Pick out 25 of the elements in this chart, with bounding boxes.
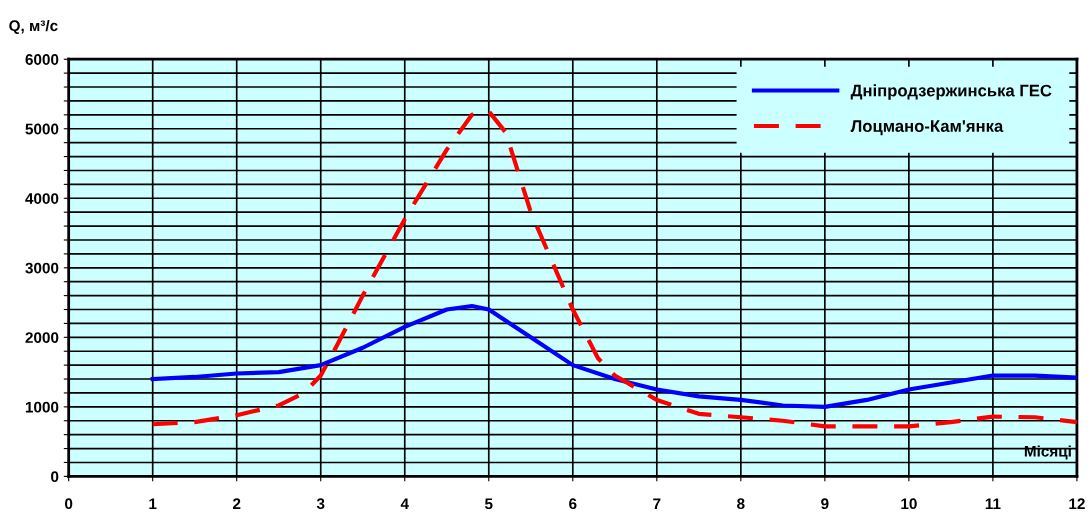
x-tick-label: 5: [485, 498, 493, 510]
x-tick-label: 7: [653, 498, 661, 509]
y-tick-label: 4000: [25, 193, 59, 204]
x-tick-label: 0: [65, 498, 73, 510]
y-tick-label: 2000: [25, 332, 59, 344]
y-tick-label: 0: [51, 471, 59, 483]
x-tick-label: 1: [149, 498, 157, 509]
y-axis-title: Q, м³/с: [9, 19, 58, 35]
legend-label: Лоцмано-Кам'янка: [850, 120, 1004, 136]
x-tick-label: 3: [316, 498, 325, 510]
x-tick-label: 6: [569, 498, 577, 510]
y-tick-label: 1000: [25, 401, 59, 413]
y-tick-label: 3000: [25, 262, 59, 274]
x-tick-label: 11: [985, 498, 1001, 509]
x-tick-label: 4: [400, 498, 409, 509]
x-tick-label: 8: [737, 498, 745, 510]
x-tick-label: 10: [901, 498, 917, 510]
line-series: [150, 109, 1077, 429]
line-series: [150, 303, 1077, 409]
x-tick-label: 9: [821, 498, 829, 510]
x-tick-label: 2: [232, 498, 241, 509]
legend-label: Дніпродзержинська ГЕС: [850, 84, 1052, 100]
y-tick-label: 6000: [25, 54, 59, 65]
x-tick-label: 12: [1069, 498, 1085, 509]
y-tick-label: 5000: [25, 123, 59, 135]
